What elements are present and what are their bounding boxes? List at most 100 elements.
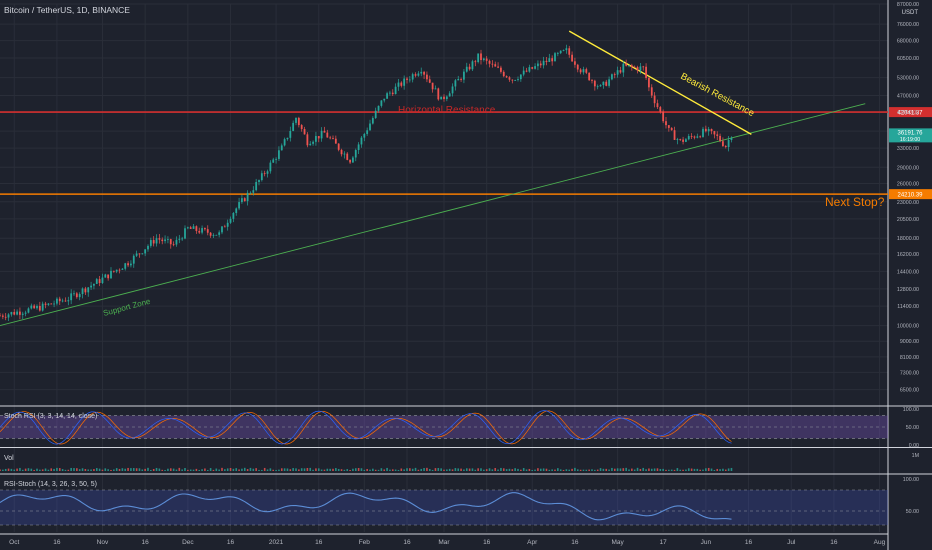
- candle-body: [724, 145, 727, 147]
- candle-body: [121, 268, 124, 270]
- volume-bar: [238, 469, 240, 471]
- candle-body: [482, 58, 485, 61]
- volume-bar: [451, 469, 454, 471]
- volume-bar: [494, 468, 497, 471]
- trendlines[interactable]: [0, 30, 866, 327]
- time-axis[interactable]: Oct 16 Nov 16 Dec 16 2021 16 Feb 16 Mar 16 Apr 16 May 1…: [9, 539, 885, 546]
- volume-bar: [340, 469, 343, 471]
- volume-bar: [639, 468, 642, 471]
- volume-bar: [184, 468, 186, 471]
- candle-body: [619, 70, 622, 73]
- volume-bar: [662, 468, 664, 471]
- volume-bar: [30, 468, 33, 471]
- candle-body: [480, 53, 482, 61]
- candle-body: [1, 315, 4, 317]
- volume-bar: [101, 469, 104, 471]
- volume-bar: [520, 469, 522, 471]
- candle-body: [164, 239, 166, 242]
- candle-body: [437, 88, 440, 100]
- volume-bar: [16, 468, 18, 471]
- candle-body: [93, 283, 95, 286]
- volume-bar: [357, 468, 360, 471]
- candle-body: [135, 253, 138, 256]
- volume-bar: [673, 469, 676, 471]
- candle-body: [639, 66, 642, 71]
- volume-bar: [417, 469, 420, 471]
- candle-body: [223, 226, 226, 228]
- candle-body: [33, 305, 36, 309]
- candle-body: [278, 150, 280, 159]
- volume-bar: [295, 468, 297, 471]
- volume-bar: [283, 468, 286, 471]
- candle-body: [24, 312, 27, 314]
- candle-body: [295, 117, 297, 123]
- candle-body: [357, 144, 360, 151]
- volume-bar: [261, 469, 263, 471]
- candle-body: [531, 67, 534, 69]
- horizontal-resistance-label[interactable]: Horizontal Resistance: [398, 105, 496, 116]
- candle-body: [707, 129, 710, 132]
- candle-body: [494, 64, 497, 67]
- candle-body: [648, 77, 650, 88]
- time-tick-label: Feb: [359, 539, 371, 546]
- candle-body: [539, 63, 542, 66]
- candle-body: [354, 150, 357, 158]
- time-tick-label: 2021: [269, 539, 284, 546]
- candle-body: [525, 70, 528, 72]
- price-tick-label: 26000.00: [897, 182, 919, 188]
- volume-bar: [44, 468, 47, 471]
- indicator-backgrounds: [0, 415, 888, 526]
- stoch-rsi-title: Stoch RSI (3, 3, 14, 14, close): [4, 413, 97, 420]
- candle-body: [380, 100, 383, 106]
- price-tick-label: 18000.00: [897, 236, 919, 242]
- volume-bar: [349, 469, 351, 471]
- candle-body: [309, 143, 312, 146]
- volume-bar: [275, 469, 277, 471]
- volume-bar: [280, 468, 283, 471]
- volume-bar: [372, 468, 374, 471]
- candle-body: [662, 111, 665, 122]
- time-tick-label: 16: [403, 539, 411, 546]
- price-tick-label: 87000.00: [897, 2, 919, 8]
- volume-bar: [548, 469, 551, 471]
- volume-bar: [622, 468, 625, 471]
- volume-bar: [41, 469, 44, 471]
- candle-body: [323, 130, 326, 133]
- rsi-stoch-title: RSI-Stoch (14, 3, 26, 3, 50, 5): [4, 481, 97, 488]
- volume-bar: [21, 469, 24, 471]
- candle-body: [315, 136, 317, 142]
- volume-bar: [246, 469, 249, 471]
- volume-bar: [380, 468, 383, 471]
- volume-bar: [309, 467, 312, 471]
- volume-bar: [391, 469, 394, 471]
- volume-bar: [241, 468, 243, 471]
- next-stop-label[interactable]: Next Stop?: [825, 195, 885, 209]
- price-axis[interactable]: 87000.00 76000.00 68000.00 60500.00 53000.00…: [889, 2, 932, 515]
- volume-bar: [707, 467, 710, 471]
- horizontal-levels[interactable]: 42041.37 24210.39: [0, 107, 932, 200]
- candle-body: [246, 192, 249, 202]
- candle-body: [403, 78, 406, 86]
- candle-body: [104, 274, 107, 278]
- candle-body: [229, 218, 232, 223]
- volume-bar: [460, 468, 462, 471]
- rsi-tick-label: 50.00: [906, 509, 919, 515]
- candle-body: [292, 122, 295, 131]
- volume-bar: [178, 467, 181, 471]
- candle-body: [650, 87, 653, 96]
- price-tick-label: 14400.00: [897, 269, 919, 275]
- candle-body: [306, 134, 309, 146]
- candle-body: [491, 63, 494, 65]
- candle-body: [468, 66, 471, 70]
- price-tick-label: 8100.00: [900, 355, 919, 361]
- candle-body: [465, 66, 468, 72]
- price-tick-label: 20500.00: [897, 217, 919, 223]
- candle-body: [542, 60, 545, 66]
- candle-body: [44, 303, 47, 305]
- volume-bar: [440, 468, 442, 471]
- volume-bar: [468, 468, 471, 471]
- volume-bar: [551, 469, 553, 471]
- volume-bar: [650, 468, 653, 471]
- volume-bar: [656, 468, 659, 471]
